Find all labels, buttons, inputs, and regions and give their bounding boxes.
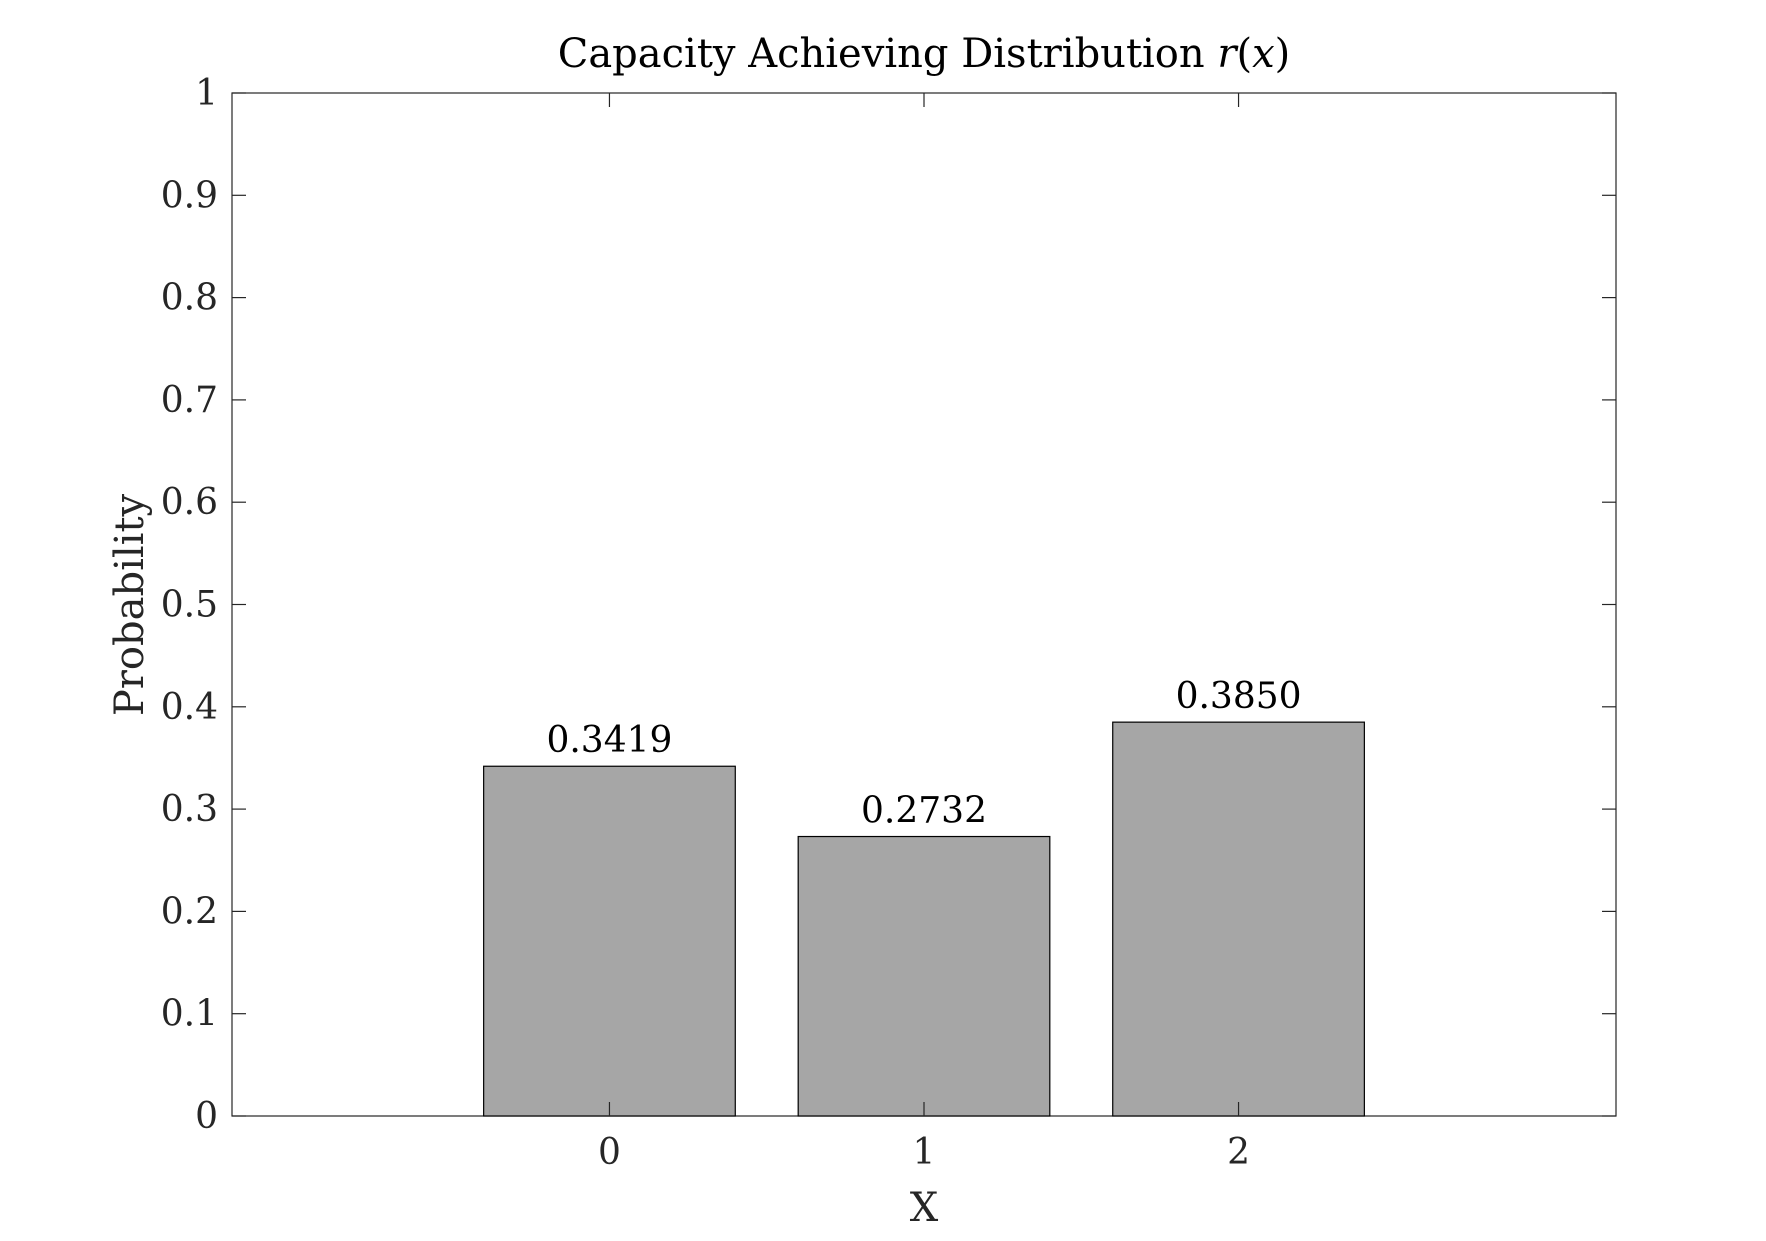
x-axis-title: X [910, 1185, 939, 1231]
x-axis-ticks: 0 1 2 [598, 93, 1250, 1173]
bar-1 [797, 835, 1051, 1117]
bars-group [483, 721, 1365, 1117]
bar-value-label-2: 0.3850 [1176, 676, 1302, 717]
chart-title-math-open: ( [1237, 31, 1253, 77]
bar-value-label-1: 0.2732 [861, 791, 987, 832]
y-tick-label: 0.9 [161, 175, 218, 216]
chart-title-math-func: r [1217, 31, 1239, 77]
y-axis-ticks: 0 0.1 0.2 0.3 0.4 0.5 0.6 0.7 0.8 0.9 1 [161, 73, 1616, 1137]
y-tick-label: 0.4 [161, 687, 218, 728]
y-tick-label: 0.5 [161, 585, 218, 626]
y-tick-label: 1 [195, 73, 218, 114]
chart-title-text: Capacity Achieving Distribution [558, 31, 1205, 77]
bar-value-labels: 0.3419 0.2732 0.3850 [546, 676, 1301, 831]
y-tick-label: 0.6 [161, 482, 218, 523]
x-tick-label: 0 [598, 1132, 621, 1173]
chart-title-math-close: ) [1275, 31, 1291, 77]
y-tick-label: 0.1 [161, 994, 218, 1035]
x-tick-label: 2 [1227, 1132, 1250, 1173]
y-tick-label: 0.7 [161, 380, 218, 421]
bar-2 [1112, 721, 1365, 1117]
y-tick-label: 0.3 [161, 789, 218, 830]
x-tick-label: 1 [913, 1132, 936, 1173]
chart-title: Capacity Achieving Distribution r(x) [558, 31, 1291, 77]
y-tick-label: 0.2 [161, 891, 218, 932]
y-tick-label: 0.8 [161, 278, 218, 319]
plot-area: 0.3419 0.2732 0.3850 0 0.1 0.2 0.3 0.4 0.5 0.6 0.… [161, 73, 1617, 1173]
chart-title-math-var: x [1252, 31, 1275, 77]
bar-value-label-0: 0.3419 [546, 720, 672, 761]
bar-0 [483, 765, 736, 1117]
y-axis-title: Probability [107, 493, 153, 716]
y-tick-label: 0 [195, 1096, 218, 1137]
